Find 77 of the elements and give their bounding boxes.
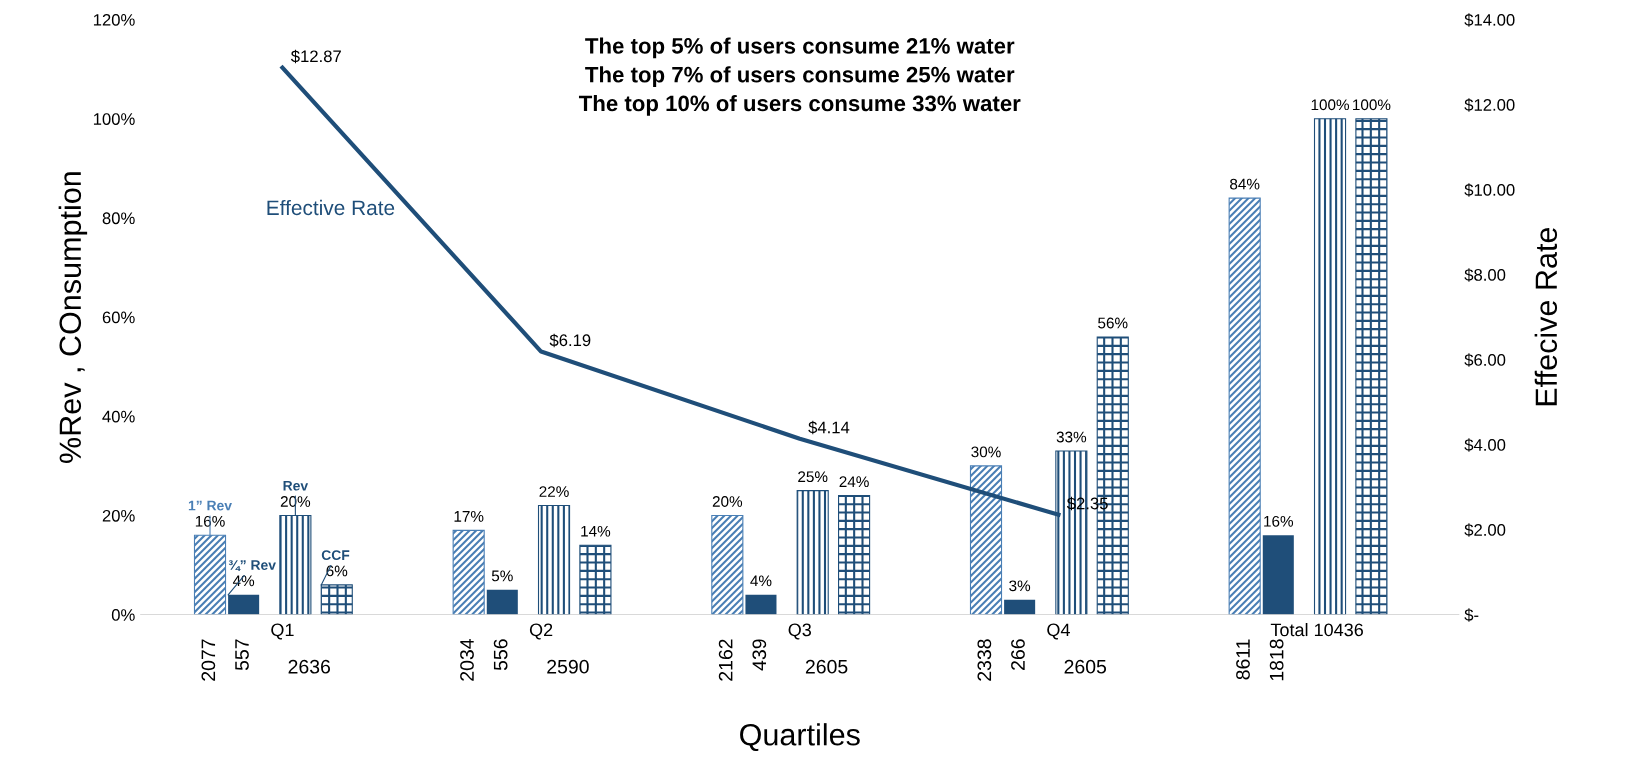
x-axis-title: Quartiles <box>740 723 860 752</box>
x-tick-label: Q1 <box>271 623 294 640</box>
bar <box>537 505 571 615</box>
data-label: 3% <box>1009 580 1031 592</box>
text: 266 <box>1011 639 1025 670</box>
text: 557 <box>235 639 249 671</box>
bar <box>579 544 612 615</box>
data-label: 25% <box>798 471 828 483</box>
y2-tick-label: $- <box>1464 608 1479 622</box>
text: 1818 <box>1269 639 1284 681</box>
y-tick-label: 40% <box>102 410 135 423</box>
text: 2590 <box>547 659 589 674</box>
text: 2338 <box>977 639 992 681</box>
bar <box>711 514 744 615</box>
data-label: $4.14 <box>808 420 850 435</box>
bar <box>452 529 485 615</box>
series-label: ¾” Rev <box>228 560 276 572</box>
y-tick-label: 20% <box>102 509 135 522</box>
data-label: 17% <box>454 511 484 522</box>
text: 2605 <box>805 659 848 674</box>
y-tick-label: 100% <box>93 113 135 125</box>
series-label: Effective Rate <box>267 199 395 216</box>
data-label: 16% <box>195 515 225 527</box>
text: 2605 <box>1064 659 1107 674</box>
data-label: 24% <box>839 476 869 487</box>
text: 2034 <box>460 639 474 681</box>
y2-tick-label: $2.00 <box>1464 523 1506 537</box>
text: 2162 <box>718 639 733 681</box>
data-label: 20% <box>712 496 743 507</box>
bar <box>969 465 1003 615</box>
text: 439 <box>752 639 767 671</box>
y-tick-label: 120% <box>93 13 135 26</box>
bar <box>745 594 777 615</box>
y2-tick-label: $8.00 <box>1464 268 1506 282</box>
data-label: 56% <box>1098 317 1128 329</box>
y2-tick-label: $12.00 <box>1464 98 1515 112</box>
x-tick-label: Q2 <box>529 623 553 640</box>
data-label: $6.19 <box>549 333 591 348</box>
y2-tick-label: $6.00 <box>1464 353 1506 367</box>
data-label: 4% <box>750 575 772 587</box>
bar <box>1355 118 1388 615</box>
data-label: 30% <box>971 446 1001 458</box>
data-label: 22% <box>539 486 569 497</box>
y2-tick-label: $14.00 <box>1464 13 1515 27</box>
y-tick-label: 60% <box>102 311 135 324</box>
series-label: CCF <box>321 550 350 561</box>
y2-axis-title: Effecive Rate <box>1534 227 1558 406</box>
data-label: 5% <box>491 570 513 582</box>
bar <box>1313 118 1347 615</box>
text: 2636 <box>288 659 331 674</box>
series-label: 1” Rev <box>188 500 232 511</box>
y2-tick-label: $10.00 <box>1464 183 1515 197</box>
text: 2077 <box>201 639 216 681</box>
bar <box>486 589 518 615</box>
bar <box>1004 599 1036 615</box>
bar <box>796 490 829 615</box>
bar <box>838 495 871 615</box>
x-tick-label: Q4 <box>1047 623 1070 640</box>
y-tick-label: 0% <box>111 609 135 621</box>
data-label: $12.87 <box>290 49 341 64</box>
x-tick-label: Total 10436 <box>1270 622 1363 637</box>
data-label: 33% <box>1056 431 1087 443</box>
bar <box>1228 197 1261 615</box>
data-label: 16% <box>1264 515 1294 527</box>
y-axis-title: %Rev , COnsumption <box>58 172 88 463</box>
data-label: 84% <box>1230 178 1260 190</box>
text: 556 <box>493 639 508 671</box>
series-label: Rev <box>283 480 309 491</box>
x-tick-label: Q3 <box>788 623 812 640</box>
y2-tick-label: $4.00 <box>1464 438 1506 452</box>
data-label: 100% <box>1353 99 1391 111</box>
text: 8611 <box>1236 639 1250 680</box>
bar <box>1262 535 1294 615</box>
data-label: 14% <box>581 525 611 537</box>
y-tick-label: 80% <box>102 212 135 225</box>
data-label: 100% <box>1311 99 1350 111</box>
annotation: The top 5% of users consume 21% water The top 7% of users consume 25% water The top 10% of users consume 33% water <box>578 37 1021 116</box>
